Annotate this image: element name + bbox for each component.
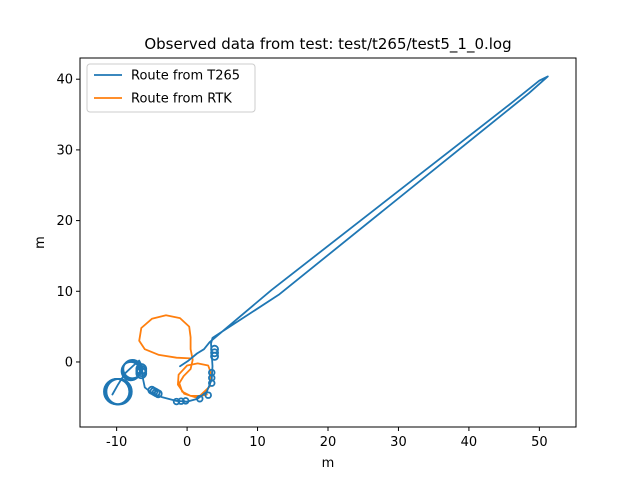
plot-frame: [79, 57, 577, 428]
rtk-route-line: [138, 314, 212, 399]
x-tick-label: 20: [320, 435, 337, 450]
t265-route-loop: [210, 348, 219, 358]
y-tick-label: 10: [56, 285, 73, 300]
t265-route-loop: [181, 397, 190, 405]
t265-route-loop: [105, 378, 133, 406]
y-tick-label: 40: [56, 73, 73, 88]
t265-route-loop: [135, 367, 148, 380]
y-axis-label: m: [33, 236, 48, 249]
series-layer: [103, 75, 549, 406]
x-tick-label: 50: [531, 435, 548, 450]
y-axis-ticks: 0 10 20 30 40: [56, 73, 80, 370]
t265-route-line: [111, 75, 549, 403]
t265-route-loop: [204, 391, 212, 399]
x-axis-label: m: [322, 456, 335, 471]
x-tick-label: -10: [106, 435, 127, 450]
t265-route-loop: [196, 394, 204, 403]
x-tick-label: 40: [461, 435, 478, 450]
t265-route-loop: [172, 397, 181, 406]
y-tick-label: 0: [65, 355, 73, 370]
chart-title: Observed data from test: test/t265/test5…: [144, 35, 511, 54]
x-tick-label: 0: [183, 435, 191, 450]
t265-route-loop: [153, 389, 163, 399]
t265-route-loop: [177, 397, 185, 405]
t265-route-loop: [208, 368, 216, 377]
y-tick-label: 30: [56, 143, 73, 158]
legend: Route from T265 Route from RTK: [86, 63, 256, 113]
x-tick-label: 10: [249, 435, 266, 450]
t265-route-loop: [210, 351, 219, 361]
y-tick-label: 20: [56, 214, 73, 229]
x-tick-label: 30: [390, 435, 407, 450]
legend-box: [86, 63, 256, 113]
x-axis-ticks: -10 0 10 20 30 40 50: [106, 427, 548, 450]
legend-label-t265: Route from T265: [131, 69, 240, 84]
legend-label-rtk: Route from RTK: [131, 92, 232, 107]
